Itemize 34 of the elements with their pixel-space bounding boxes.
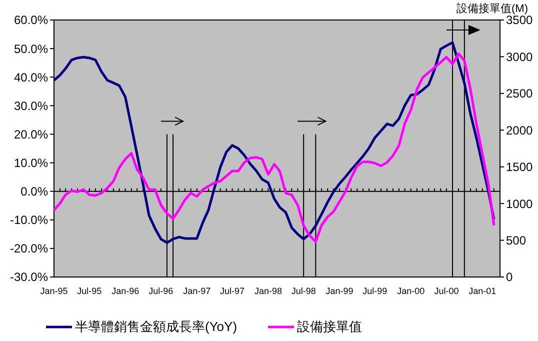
y-tick-label: 10.0% [14, 156, 48, 170]
y-tick-label: 50.0% [14, 42, 48, 56]
x-tick-label: Jan-98 [254, 286, 282, 296]
x-tick-label: Jul-99 [362, 286, 388, 296]
y2-axis-title: 設備接單值(M) [456, 2, 528, 15]
y2-tick-label: 1000 [506, 196, 534, 211]
x-tick-label: Jan-99 [326, 286, 354, 296]
y-tick-label: 40.0% [14, 70, 48, 84]
y-tick-label: 30.0% [14, 98, 48, 113]
y-tick-label: 60.0% [14, 13, 48, 28]
y-tick-label: -10.0% [10, 213, 48, 228]
y2-tick-label: 1500 [506, 160, 534, 174]
x-tick-label: Jan-00 [397, 286, 425, 296]
legend-label: 設備接單值 [297, 319, 362, 334]
y2-tick-label: 0 [506, 270, 513, 284]
x-tick-label: Jul-98 [291, 286, 316, 296]
x-tick-label: Jul-97 [220, 286, 244, 296]
x-tick-label: Jul-95 [77, 286, 102, 296]
x-tick-label: Jul-96 [148, 286, 174, 296]
y-tick-label: -30.0% [10, 270, 48, 284]
x-tick-label: Jan-95 [40, 286, 68, 296]
y-tick-label: 0.0% [20, 184, 48, 199]
y-tick-label: 20.0% [14, 127, 48, 142]
y2-tick-label: 2000 [506, 123, 534, 138]
y2-tick-label: 3000 [506, 50, 534, 64]
y2-tick-label: 3500 [506, 13, 534, 28]
x-tick-label: Jan-97 [183, 286, 211, 296]
y2-tick-label: 2500 [506, 86, 534, 101]
y2-tick-label: 500 [506, 233, 526, 248]
legend-label: 半導體銷售金額成長率(YoY) [75, 319, 238, 334]
x-tick-label: Jan-96 [112, 286, 140, 296]
x-tick-label: Jan-01 [468, 286, 496, 296]
x-tick-label: Jul-00 [434, 286, 459, 296]
y-tick-label: -20.0% [10, 242, 48, 256]
